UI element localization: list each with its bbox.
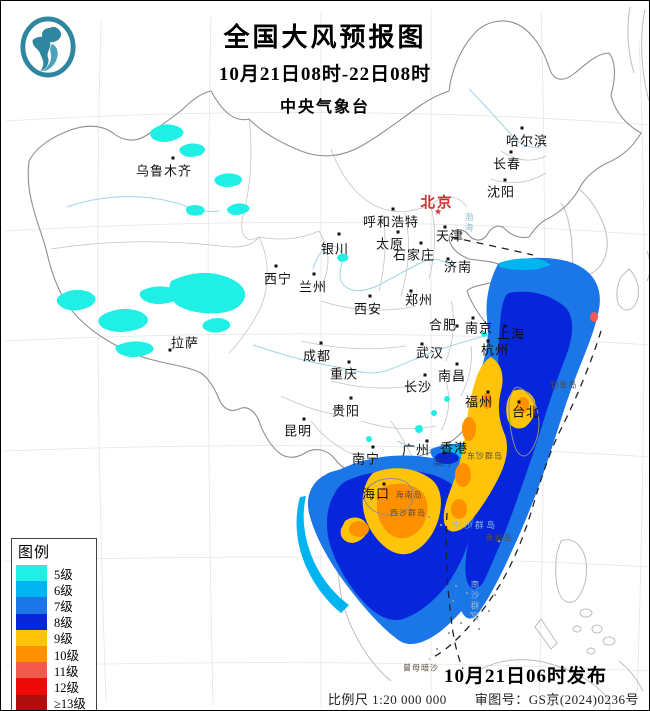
legend-label: 6级 — [54, 583, 73, 598]
issue-time-text: 10月21日06时发布 — [443, 666, 607, 687]
legend-label: 9级 — [54, 632, 73, 647]
wind-area-patches — [56, 124, 600, 645]
legend-swatch — [16, 597, 47, 614]
legend-swatch — [16, 629, 47, 646]
legend-label: 11级 — [54, 664, 79, 679]
china-coast-outline — [27, 20, 642, 480]
legend-label: 12级 — [54, 680, 80, 695]
island-dots — [427, 451, 501, 651]
legend-swatch — [16, 645, 47, 663]
cma-logo-icon — [20, 16, 76, 78]
rivers — [66, 88, 542, 452]
scale-and-review-line: 比例尺 1:20 000 000 审图号：GS京(2024)0236号 — [328, 689, 639, 708]
legend-row: ≥13级 — [16, 694, 96, 711]
legend-swatch — [16, 613, 47, 630]
island-outlines — [363, 386, 540, 516]
dashed-maritime-boundary — [428, 236, 602, 670]
legend-row: 10级 — [16, 645, 96, 663]
legend-label: 7级 — [54, 599, 73, 614]
province-borders — [50, 118, 547, 460]
legend-swatch — [16, 581, 47, 598]
scale-text: 比例尺 1:20 000 000 — [327, 692, 447, 707]
legend-label: 5级 — [54, 567, 73, 582]
legend-box: 图例 5级 6级 7级 8级 9级 10级 11级 12级 ≥13级 — [11, 538, 97, 711]
legend-row: 7级 — [16, 597, 96, 614]
legend-row: 9级 — [16, 629, 96, 647]
legend-label: 8级 — [54, 616, 73, 631]
legend-label: 10级 — [54, 648, 80, 663]
legend-row: 11级 — [16, 662, 96, 679]
legend-swatch — [16, 678, 47, 695]
review-no-text: 审图号：GS京(2024)0236号 — [474, 692, 639, 707]
legend-swatch — [16, 565, 47, 582]
legend-label: ≥13级 — [54, 697, 86, 711]
legend-title: 图例 — [18, 545, 51, 561]
legend-rows: 5级 6级 7级 8级 9级 10级 11级 12级 ≥13级 — [16, 565, 96, 711]
legend-swatch — [16, 694, 47, 710]
legend-row: 12级 — [16, 678, 96, 695]
legend-row: 6级 — [16, 581, 96, 598]
legend-row: 5级 — [16, 565, 96, 582]
legend-row: 8级 — [16, 613, 96, 631]
legend-swatch — [16, 662, 47, 679]
